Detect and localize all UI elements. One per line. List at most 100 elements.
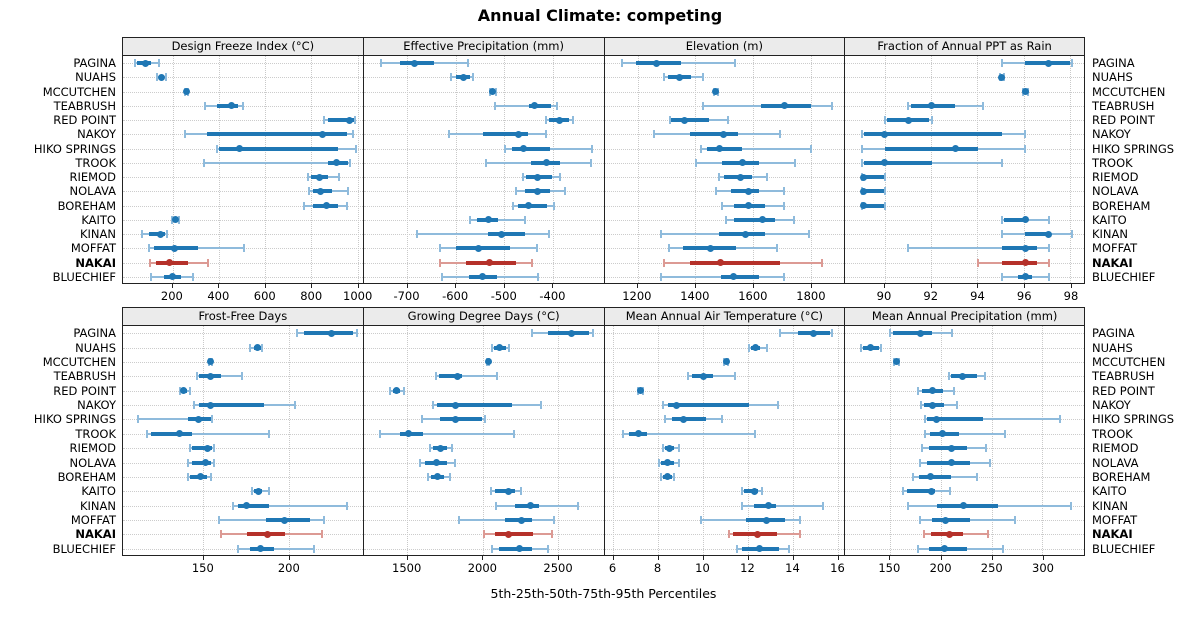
whisker-cap-5th (1000, 215, 1003, 224)
whisker-cap-95th (1000, 158, 1003, 167)
gridline-v (1023, 56, 1025, 283)
median-dot (715, 145, 723, 153)
gridline-h (604, 476, 845, 478)
median-dot (722, 358, 730, 366)
whisker-cap-95th (545, 130, 548, 139)
x-axis-tick (657, 556, 659, 560)
gridline-v (357, 56, 359, 283)
median-dot (392, 387, 400, 395)
median-dot (516, 545, 524, 553)
x-tick-label: 250 (980, 561, 1003, 575)
site-label-right-mccutchen: MCCUTCHEN (1092, 354, 1166, 369)
x-tick-label: -600 (442, 289, 469, 303)
gridline-h (123, 219, 363, 221)
median-dot (195, 415, 203, 423)
median-dot (951, 145, 959, 153)
box-25-75 (498, 546, 533, 551)
panel-strip-mean-annual-air-temperature-c: Mean Annual Air Temperature (°C) (603, 307, 845, 326)
whisker-cap-95th (454, 458, 457, 467)
whisker-cap-95th (189, 386, 192, 395)
x-axis-tick (406, 284, 408, 288)
whisker-cap-5th (1000, 272, 1003, 281)
box-25-75 (707, 146, 743, 151)
whisker-cap-95th (347, 187, 350, 196)
whisker-cap-5th (700, 516, 703, 525)
whisker-cap-95th (349, 158, 352, 167)
whisker-cap-95th (555, 101, 558, 110)
whisker-cap-5th (924, 415, 927, 424)
box-25-75 (1025, 232, 1051, 237)
whisker-cap-95th (552, 201, 555, 210)
median-dot (433, 459, 441, 467)
whisker-cap-5th (440, 272, 443, 281)
box-25-75 (207, 132, 347, 137)
box-25-75 (906, 489, 936, 494)
site-label-right-riemod: RIEMOD (1092, 170, 1139, 185)
box-25-75 (219, 146, 338, 151)
site-label-left-riemod: RIEMOD (69, 441, 116, 456)
gridline-h (363, 63, 604, 65)
whisker-cap-95th (483, 415, 486, 424)
whisker-cap-95th (726, 116, 729, 125)
median-dot (1045, 59, 1053, 67)
panel-body-elevation-m (603, 56, 845, 284)
gridline-h (123, 276, 363, 278)
whisker-cap-95th (551, 530, 554, 539)
gridline-h (363, 91, 604, 93)
whisker-cap-95th (592, 329, 595, 338)
box-25-75 (862, 189, 884, 194)
median-dot (459, 73, 467, 81)
median-dot (555, 116, 563, 124)
whisker-cap-95th (720, 415, 723, 424)
median-dot (436, 444, 444, 452)
box-25-75 (863, 132, 1002, 137)
site-label-right-bluechief: BLUECHIEF (1092, 541, 1156, 556)
whisker-cap-95th (523, 215, 526, 224)
gridline-h (123, 91, 363, 93)
median-dot (542, 159, 550, 167)
site-label-left-boreham: BOREHAM (57, 198, 116, 213)
whisker-cap-5th (859, 343, 862, 352)
x-axis-tick (792, 556, 794, 560)
median-dot (451, 401, 459, 409)
x-axis-tick (455, 284, 457, 288)
gridline-h (363, 390, 604, 392)
x-tick-label: 10 (695, 561, 710, 575)
whisker-cap-95th (312, 544, 315, 553)
box-25-75 (862, 175, 884, 180)
whisker-5-95 (622, 432, 756, 435)
site-label-left-nakai: NAKAI (75, 527, 116, 542)
gridline-h (123, 476, 363, 478)
median-dot (315, 173, 323, 181)
x-axis-tick (482, 556, 484, 560)
whisker-cap-95th (539, 401, 542, 410)
whisker-cap-95th (337, 173, 340, 182)
x-tick-label: 150 (191, 561, 214, 575)
site-label-right-red-point: RED POINT (1092, 383, 1155, 398)
whisker-cap-5th (740, 487, 743, 496)
whisker-cap-95th (1047, 244, 1050, 253)
median-dot (454, 372, 462, 380)
gridline-h (123, 205, 363, 207)
box-25-75 (328, 118, 354, 123)
whisker-cap-95th (820, 258, 823, 267)
site-label-right-hiko-springs: HIKO SPRINGS (1092, 141, 1175, 156)
median-dot (451, 415, 459, 423)
box-25-75 (148, 232, 165, 237)
whisker-cap-5th (204, 101, 207, 110)
site-label-right-nuahs: NUAHS (1092, 70, 1133, 85)
median-dot (165, 259, 173, 267)
figure-title: Annual Climate: competing (477, 6, 723, 25)
median-dot (750, 487, 758, 495)
panel-strip-design-freeze-index-c: Design Freeze Index (°C) (122, 37, 363, 56)
whisker-cap-5th (379, 59, 382, 68)
whisker-cap-95th (571, 116, 574, 125)
box-25-75 (238, 503, 270, 508)
x-tick-label: 200 (160, 289, 183, 303)
site-label-left-nolava: NOLAVA (69, 455, 116, 470)
median-dot (281, 516, 289, 524)
median-dot (745, 202, 753, 210)
x-tick-label: 94 (970, 289, 985, 303)
whisker-cap-95th (1014, 516, 1017, 525)
x-axis-tick (810, 284, 812, 288)
